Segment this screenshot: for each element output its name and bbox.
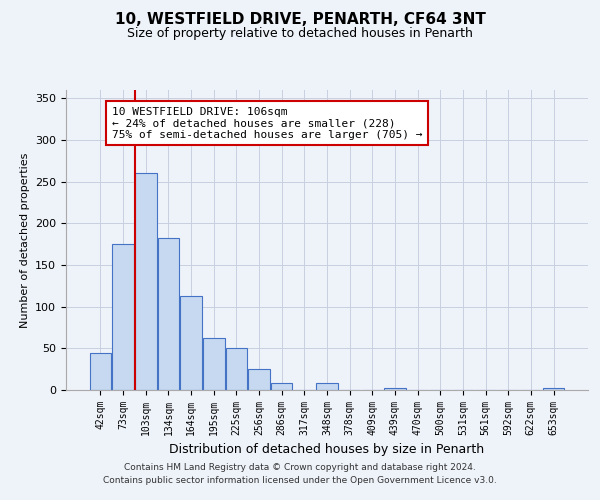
- Bar: [158, 238, 179, 390]
- Bar: [226, 348, 247, 390]
- X-axis label: Distribution of detached houses by size in Penarth: Distribution of detached houses by size …: [169, 444, 485, 456]
- Bar: [135, 174, 157, 390]
- Bar: [543, 388, 564, 390]
- Text: 10, WESTFIELD DRIVE, PENARTH, CF64 3NT: 10, WESTFIELD DRIVE, PENARTH, CF64 3NT: [115, 12, 485, 28]
- Bar: [181, 296, 202, 390]
- Bar: [112, 244, 134, 390]
- Bar: [90, 352, 111, 390]
- Bar: [384, 388, 406, 390]
- Bar: [271, 384, 292, 390]
- Y-axis label: Number of detached properties: Number of detached properties: [20, 152, 29, 328]
- Bar: [316, 382, 338, 390]
- Text: 10 WESTFIELD DRIVE: 106sqm
← 24% of detached houses are smaller (228)
75% of sem: 10 WESTFIELD DRIVE: 106sqm ← 24% of deta…: [112, 106, 422, 140]
- Bar: [203, 338, 224, 390]
- Text: Size of property relative to detached houses in Penarth: Size of property relative to detached ho…: [127, 28, 473, 40]
- Bar: [248, 369, 270, 390]
- Text: Contains HM Land Registry data © Crown copyright and database right 2024.: Contains HM Land Registry data © Crown c…: [124, 464, 476, 472]
- Text: Contains public sector information licensed under the Open Government Licence v3: Contains public sector information licen…: [103, 476, 497, 485]
